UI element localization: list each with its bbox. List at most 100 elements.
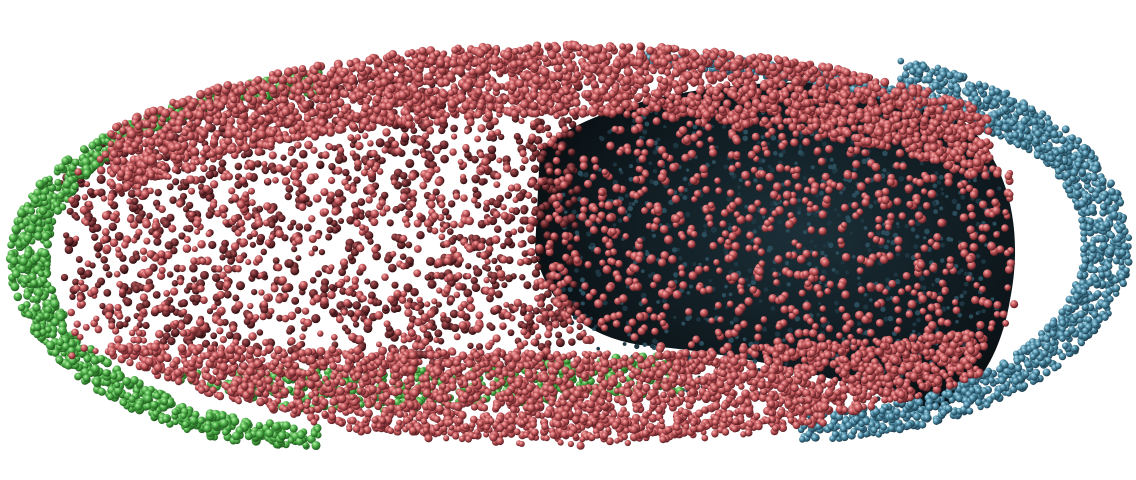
green-particle <box>90 364 100 374</box>
blue-particle <box>1066 144 1074 152</box>
lattice-particle <box>963 271 969 277</box>
lattice-particle <box>618 167 623 172</box>
lattice-particle <box>934 170 939 176</box>
green-particle <box>21 277 30 285</box>
blue-particle <box>811 434 819 442</box>
red-particle <box>388 263 397 273</box>
lattice-particle <box>915 310 921 316</box>
lattice-particle <box>959 301 965 307</box>
blue-particle <box>966 407 974 415</box>
blue-particle <box>993 390 1002 398</box>
lattice-particle <box>803 230 808 235</box>
lattice-particle <box>956 203 961 208</box>
red-particle <box>529 144 538 153</box>
blue-particle <box>981 82 989 91</box>
lattice-particle <box>617 218 623 223</box>
lattice-particle <box>673 272 678 278</box>
lattice-particle <box>978 276 984 281</box>
red-particle <box>391 281 399 289</box>
red-particle <box>164 241 174 250</box>
lattice-particle <box>590 248 595 252</box>
red-particle <box>232 294 240 302</box>
green-particle <box>19 257 29 266</box>
lattice-particle <box>724 284 728 289</box>
red-particle <box>519 164 526 172</box>
red-particle <box>280 154 287 161</box>
red-particle <box>523 281 532 290</box>
lattice-particle <box>818 280 822 285</box>
lattice-particle <box>728 222 732 226</box>
lattice-particle <box>602 300 608 306</box>
lattice-particle <box>778 152 784 158</box>
blue-particle <box>963 401 971 409</box>
red-particle <box>567 148 576 156</box>
blue-particle <box>995 120 1003 128</box>
blue-particle <box>915 67 924 76</box>
red-particle <box>367 238 374 245</box>
lattice-particle <box>742 337 747 342</box>
blue-particle <box>915 398 924 407</box>
red-particle <box>536 154 545 164</box>
red-particle <box>329 308 337 316</box>
lattice-particle <box>786 282 791 287</box>
red-particle <box>425 256 436 266</box>
blue-particle <box>975 80 983 88</box>
blue-particle <box>1118 248 1127 257</box>
red-particle <box>153 237 162 246</box>
red-particle <box>551 187 558 194</box>
lattice-particle <box>833 207 838 212</box>
blue-particle <box>1061 342 1069 350</box>
red-particle <box>210 332 218 340</box>
blue-particle <box>1007 97 1016 106</box>
blue-particle <box>1082 149 1090 158</box>
blue-particle <box>880 423 887 431</box>
red-particle <box>249 269 259 279</box>
green-particle <box>189 416 198 425</box>
lattice-particle <box>968 314 974 319</box>
red-particle <box>488 324 496 331</box>
lattice-particle <box>703 223 708 229</box>
red-particle <box>277 214 286 223</box>
lattice-particle <box>768 245 773 251</box>
lattice-particle <box>813 244 818 248</box>
red-particle <box>470 276 478 285</box>
green-particle <box>32 303 41 312</box>
green-particle <box>109 371 118 380</box>
red-particle <box>520 207 528 215</box>
lattice-particle <box>767 164 772 169</box>
lattice-particle <box>932 183 938 189</box>
green-particle <box>287 437 295 444</box>
blue-particle <box>1117 199 1125 206</box>
lattice-particle <box>857 282 862 287</box>
lattice-particle <box>656 300 661 304</box>
green-particle <box>289 424 298 433</box>
lattice-particle <box>762 326 767 332</box>
red-particle <box>473 267 483 277</box>
lattice-particle <box>678 192 683 197</box>
red-particle <box>546 177 555 186</box>
lattice-particle <box>845 215 851 221</box>
blue-particle <box>901 70 910 79</box>
red-particle <box>286 327 293 335</box>
red-particle <box>105 271 113 278</box>
blue-particle <box>1020 347 1028 355</box>
blue-particle <box>1043 335 1051 343</box>
lattice-particle <box>671 247 678 253</box>
green-particle <box>33 323 42 331</box>
green-particle <box>10 282 20 292</box>
green-particle <box>205 412 214 421</box>
blue-particle <box>1054 161 1061 168</box>
blue-particle <box>1001 360 1009 369</box>
lattice-particle <box>640 269 645 274</box>
green-particle <box>61 156 70 166</box>
lattice-particle <box>770 135 777 141</box>
red-particle <box>399 171 408 180</box>
green-particle <box>281 421 291 431</box>
lattice-particle <box>726 196 732 202</box>
lattice-particle <box>955 319 959 324</box>
red-particle <box>490 277 497 285</box>
red-particle <box>272 257 280 265</box>
red-particle <box>575 125 583 133</box>
lattice-particle <box>835 251 840 255</box>
blue-particle <box>974 398 983 407</box>
